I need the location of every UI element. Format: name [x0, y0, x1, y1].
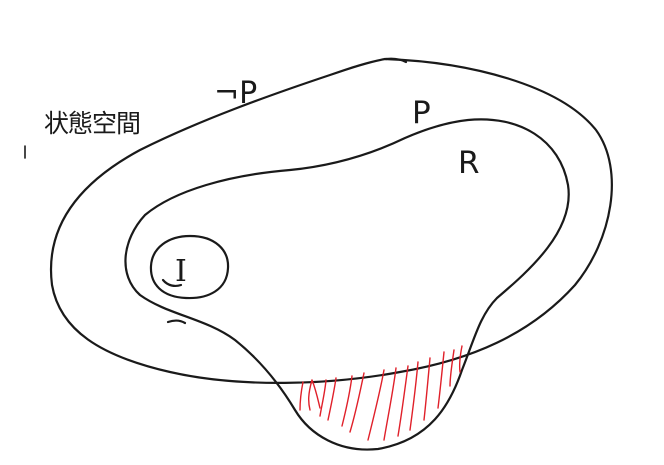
label-p: P: [412, 95, 431, 131]
region-i-boundary: [149, 234, 230, 300]
label-r: R: [458, 145, 480, 181]
outer-boundary-overshoot: [384, 57, 408, 64]
label-not-p: ¬P: [214, 76, 257, 111]
p-boundary-tick: [166, 319, 187, 325]
region-p-boundary: [124, 118, 570, 451]
hatched-region: [299, 345, 463, 441]
label-state-space: 状態空間: [44, 109, 140, 138]
label-i: I: [175, 254, 187, 289]
outer-region-boundary: [49, 57, 613, 384]
region-i-overlap-stroke: [161, 278, 183, 288]
